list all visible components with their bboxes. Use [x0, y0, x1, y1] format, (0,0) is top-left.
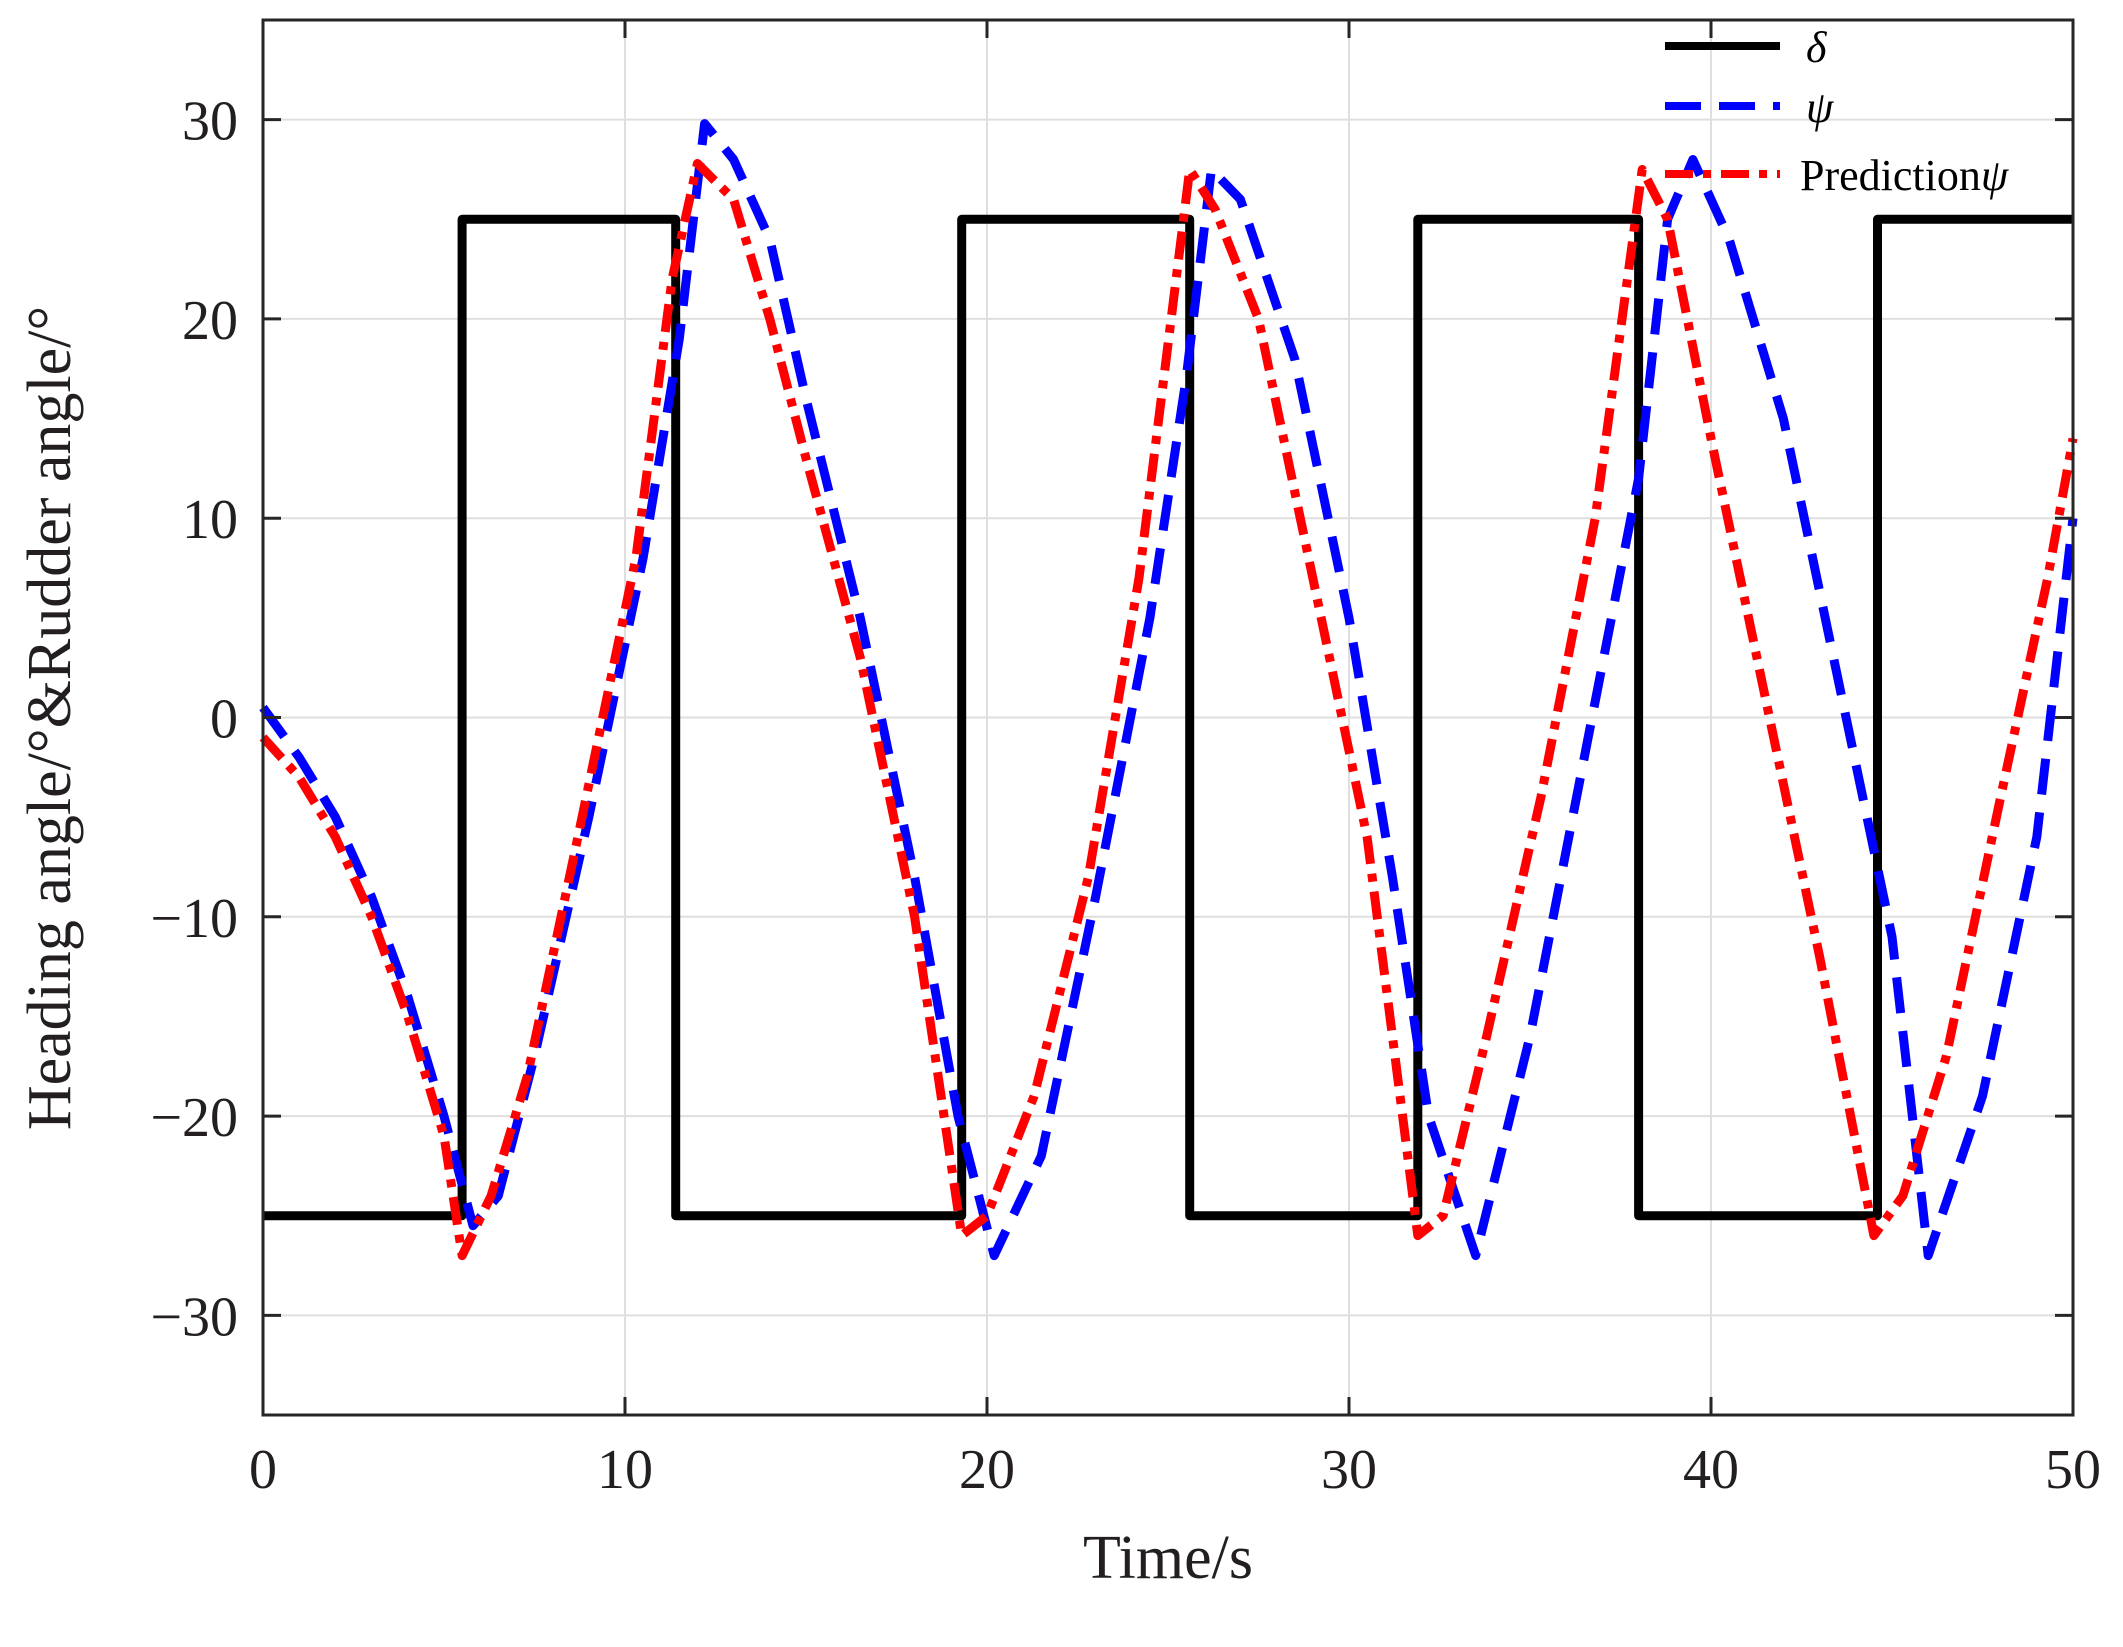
legend-label-prediction-psi: Predictionψ — [1800, 151, 2009, 200]
legend-prediction-symbol: ψ — [1981, 151, 2009, 200]
y-tick-label: 30 — [182, 91, 238, 153]
plot-area — [259, 18, 2078, 1417]
legend: δ ψ Predictionψ — [1665, 23, 2009, 200]
y-axis-title: Heading angle/°&Rudder angle/° — [16, 306, 84, 1130]
y-tick-label: 20 — [182, 290, 238, 352]
series-line-psi — [259, 119, 2078, 1261]
x-tick-label: 0 — [249, 1439, 277, 1501]
y-tick-label: −10 — [150, 888, 238, 950]
x-tick-label: 10 — [597, 1439, 653, 1501]
x-axis-title: Time/s — [1083, 1524, 1253, 1592]
legend-label-psi: ψ — [1806, 83, 1834, 132]
y-tick-label: −30 — [150, 1286, 238, 1348]
series-line-prediction-psi — [259, 159, 2078, 1261]
series-line-delta — [263, 214, 2073, 1221]
legend-label-delta: δ — [1806, 23, 1828, 72]
ticks — [261, 20, 2075, 1415]
y-tick-label: 0 — [210, 689, 238, 751]
x-tick-label: 40 — [1683, 1439, 1739, 1501]
y-tick-label: 10 — [182, 489, 238, 551]
x-tick-label: 20 — [959, 1439, 1015, 1501]
series-layer — [259, 119, 2078, 1261]
legend-prediction-prefix: Prediction — [1800, 151, 1981, 200]
y-tick-label: −20 — [150, 1087, 238, 1149]
x-tick-label: 50 — [2045, 1439, 2101, 1501]
x-tick-label: 30 — [1321, 1439, 1377, 1501]
tick-labels: 0 10 20 30 40 50 −30 −20 −10 0 10 20 30 — [150, 91, 2101, 1501]
